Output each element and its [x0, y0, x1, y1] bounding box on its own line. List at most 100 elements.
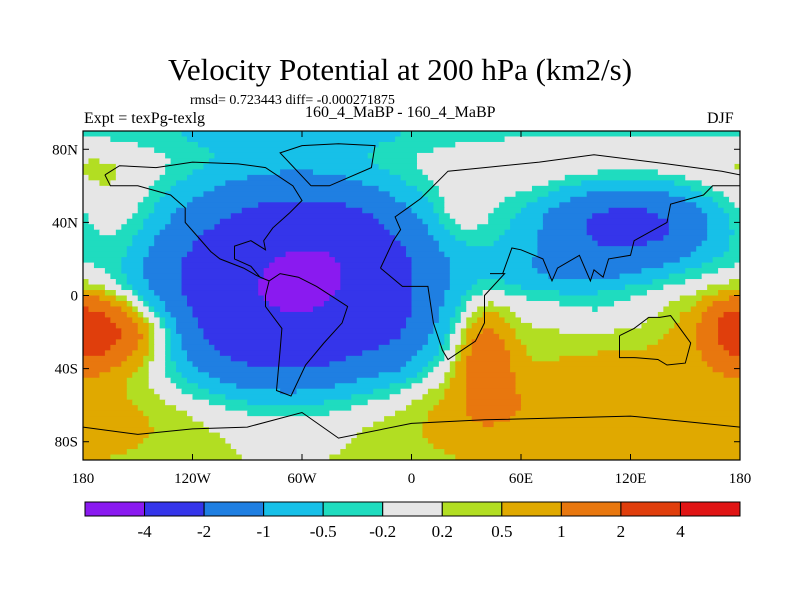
contour-cell [83, 158, 89, 164]
contour-cell [209, 339, 390, 345]
contour-cell [138, 306, 150, 312]
contour-cell [83, 230, 100, 236]
contour-cell [729, 350, 741, 356]
contour-cell [685, 197, 713, 203]
contour-cell [444, 197, 505, 203]
contour-cell [718, 317, 741, 323]
contour-cell [165, 345, 171, 351]
contour-cell [143, 296, 160, 302]
contour-cell [412, 301, 445, 307]
contour-cell [143, 268, 182, 274]
contour-cell [592, 213, 658, 219]
contour-cell [455, 367, 467, 373]
contour-cell [379, 345, 423, 351]
contour-cell [422, 378, 445, 384]
contour-cell [455, 219, 488, 225]
contour-cell [297, 389, 374, 395]
contour-cell [94, 263, 122, 269]
contour-cell [127, 279, 150, 285]
contour-cell [729, 296, 741, 302]
contour-cell [154, 339, 166, 345]
contour-cell [88, 213, 132, 219]
contour-cell [466, 323, 472, 329]
contour-cell [516, 213, 544, 219]
contour-cell [461, 296, 473, 302]
contour-cell [505, 290, 560, 296]
contour-cell [669, 230, 708, 236]
contour-cell [422, 169, 598, 175]
contour-cell [537, 230, 587, 236]
contour-cell [433, 202, 445, 208]
contour-cell [198, 142, 379, 148]
contour-cell [313, 169, 390, 175]
contour-cell [83, 306, 89, 312]
contour-cell [614, 328, 669, 334]
contour-cell [401, 334, 429, 340]
contour-cell [83, 224, 95, 230]
contour-cell [412, 257, 451, 263]
contour-cell [88, 158, 100, 164]
contour-cell [647, 208, 702, 214]
contour-cell [149, 433, 221, 439]
contour-cell [149, 350, 155, 356]
contour-cell [83, 219, 89, 225]
contour-cell [357, 433, 423, 439]
contour-cell [592, 235, 664, 241]
contour-cell [455, 372, 467, 378]
contour-cell [346, 175, 401, 181]
contour-cell [143, 224, 166, 230]
contour-cell [466, 405, 521, 411]
contour-cell [340, 279, 412, 285]
contour-cell [105, 350, 133, 356]
contour-cell [132, 241, 155, 247]
contour-cell [83, 301, 111, 307]
contour-cell [83, 263, 95, 269]
contour-cell [132, 350, 149, 356]
contour-cell [521, 285, 626, 291]
contour-cell [165, 301, 188, 307]
contour-cell [149, 252, 188, 258]
contour-cell [138, 312, 144, 318]
contour-cell [450, 213, 489, 219]
colorbar-swatch [621, 502, 681, 516]
contour-cell [444, 449, 740, 455]
contour-cell [83, 296, 100, 302]
contour-cell [455, 312, 461, 318]
contour-cell [439, 246, 538, 252]
contour-cell [620, 274, 670, 280]
contour-cell [154, 350, 166, 356]
contour-cell [384, 416, 428, 422]
contour-cell [499, 202, 527, 208]
colorbar-swatch [264, 502, 324, 516]
contour-cell [450, 328, 456, 334]
contour-cell [401, 241, 440, 247]
contour-cell [121, 361, 144, 367]
contour-cell [406, 246, 439, 252]
contour-cell [494, 208, 522, 214]
contour-cell [401, 131, 741, 137]
y-tick-label: 40S [55, 362, 78, 378]
contour-cell [110, 274, 127, 280]
contour-cell [313, 306, 412, 312]
contour-cell [461, 356, 467, 362]
contour-cell [587, 191, 670, 197]
contour-cell [516, 372, 725, 378]
contour-cell [406, 361, 429, 367]
contour-cell [165, 334, 171, 340]
colorbar-label: 0.2 [432, 522, 453, 541]
contour-cell [548, 191, 587, 197]
contour-cell [329, 252, 406, 258]
contour-cell [444, 224, 461, 230]
contour-cell [455, 345, 461, 351]
contour-cell [477, 306, 510, 312]
contour-cell [247, 400, 324, 406]
contour-cell [127, 246, 150, 252]
contour-cell [516, 389, 741, 395]
contour-cell [412, 312, 440, 318]
contour-cell [417, 153, 741, 159]
contour-cell [472, 339, 505, 345]
contour-cell [702, 241, 730, 247]
x-tick-label: 180 [72, 471, 95, 487]
contour-cell [324, 400, 368, 406]
contour-cell [99, 372, 132, 378]
